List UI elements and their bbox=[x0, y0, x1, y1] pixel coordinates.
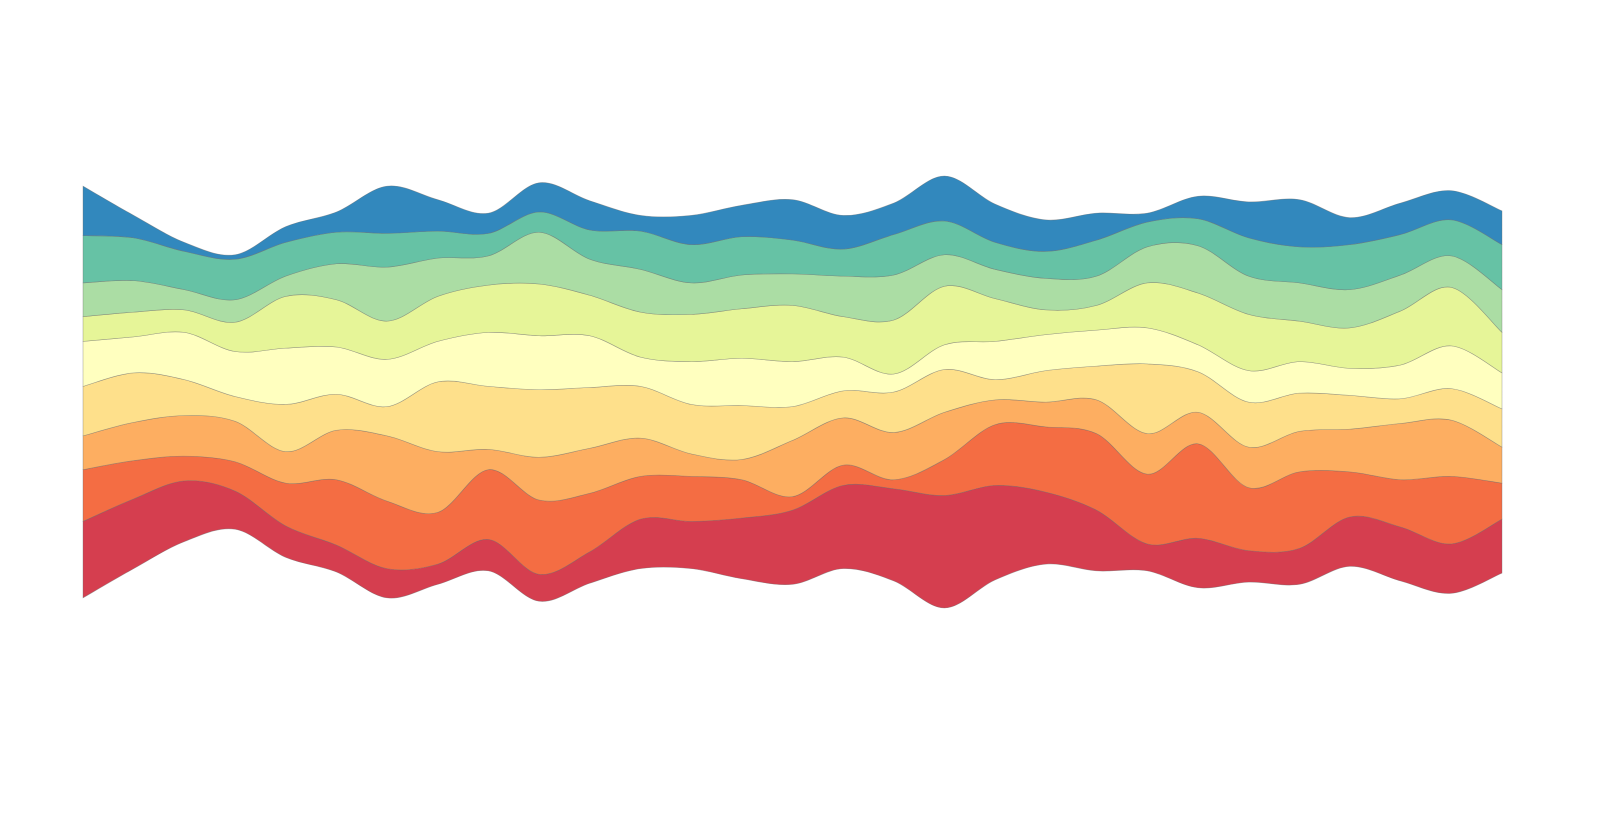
stream-layer-9 bbox=[82, 175, 1503, 260]
stream-layers bbox=[82, 175, 1503, 609]
